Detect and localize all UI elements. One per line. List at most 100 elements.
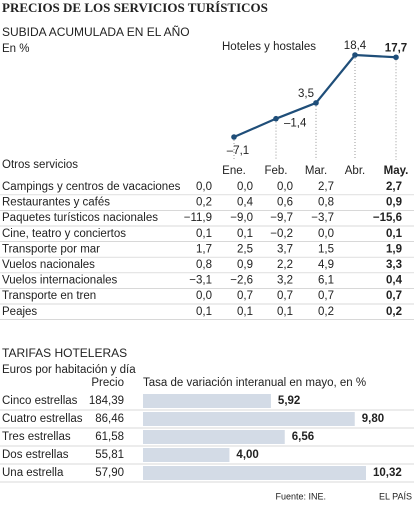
- row-label: Peajes: [2, 306, 37, 318]
- table-cell: 3,3: [386, 259, 402, 271]
- table-cell: 0,0: [196, 181, 212, 193]
- bar: [143, 448, 230, 462]
- price: 61,58: [95, 431, 124, 443]
- table-cell: 0,4: [237, 197, 254, 209]
- credit: EL PAÍS: [379, 491, 412, 501]
- table-cell: −3,7: [311, 212, 334, 224]
- table-cell: 0,1: [277, 306, 293, 318]
- row-label: Transporte en tren: [2, 290, 96, 302]
- table-cell: −9,7: [270, 212, 293, 224]
- row-label: Paquetes turísticos nacionales: [2, 212, 158, 224]
- category-label: Dos estrellas: [2, 449, 69, 461]
- source: Fuente: INE.: [275, 491, 326, 501]
- point: [313, 100, 319, 106]
- category-label: Cuatro estrellas: [2, 413, 83, 425]
- value-label: –1,4: [284, 118, 307, 130]
- table-cell: 2,2: [277, 259, 293, 271]
- table-cell: 0,7: [386, 290, 402, 302]
- row-label: Cine, teatro y conciertos: [2, 228, 126, 240]
- table-cell: 0,6: [277, 197, 293, 209]
- x-tick-label: Abr.: [345, 165, 365, 177]
- table-cell: 0,1: [237, 228, 253, 240]
- bar: [143, 412, 355, 426]
- table-cell: 0,0: [277, 181, 293, 193]
- price: 184,39: [89, 395, 124, 407]
- row-label: Vuelos nacionales: [2, 259, 95, 271]
- price: 55,81: [95, 449, 124, 461]
- table-cell: 0,4: [386, 275, 403, 287]
- table-cell: −15,6: [373, 212, 402, 224]
- x-tick-label: May.: [384, 165, 409, 177]
- legend-label: Hoteles y hostales: [222, 41, 316, 53]
- chart-title: SUBIDA ACUMULADA EN EL AÑO: [2, 25, 190, 39]
- table-cell: 1,7: [196, 243, 212, 255]
- table-cell: −9,0: [230, 212, 253, 224]
- chart-title: TARIFAS HOTELERAS: [2, 346, 127, 360]
- table-cell: −0,2: [270, 228, 293, 240]
- table-cell: 0,2: [386, 306, 402, 318]
- category-label: Cinco estrellas: [2, 395, 78, 407]
- chart-subtitle: Euros por habitación y día: [2, 364, 136, 376]
- price: 57,90: [95, 467, 124, 479]
- table-cell: 2,7: [386, 181, 402, 193]
- table-cell: 0,9: [237, 259, 253, 271]
- table-cell: 0,8: [318, 197, 334, 209]
- row-label: Restaurantes y cafés: [2, 197, 110, 209]
- table-cell: 3,2: [277, 275, 293, 287]
- table-cell: 0,7: [277, 290, 293, 302]
- table-cell: 0,1: [386, 228, 403, 240]
- value-label: 9,80: [362, 413, 384, 425]
- value-label: 10,32: [373, 467, 402, 479]
- table-cell: 0,1: [237, 306, 253, 318]
- point: [231, 134, 237, 140]
- table-cell: 2,5: [237, 243, 253, 255]
- table-cell: 1,9: [386, 243, 402, 255]
- table-cell: 4,9: [318, 259, 334, 271]
- price: 86,46: [95, 413, 124, 425]
- value-label: 17,7: [385, 42, 407, 54]
- table-title: Otros servicios: [2, 159, 78, 171]
- bar: [143, 466, 366, 480]
- table-cell: 0,1: [196, 306, 212, 318]
- point: [273, 115, 279, 122]
- point: [393, 54, 399, 61]
- table-cell: 1,5: [318, 243, 334, 255]
- x-tick-label: Mar.: [305, 165, 327, 177]
- value-label: 18,4: [344, 40, 367, 52]
- table-cell: 6,1: [318, 275, 334, 287]
- column-header: Tasa de variación interanual en mayo, en…: [143, 377, 366, 389]
- row-label: Campings y centros de vacaciones: [2, 181, 181, 193]
- table-cell: 0,1: [196, 228, 212, 240]
- value-label: 5,92: [278, 395, 300, 407]
- value-label: –7,1: [227, 145, 249, 157]
- value-label: 6,56: [292, 431, 314, 443]
- table-cell: −2,6: [230, 275, 253, 287]
- table-cell: 0,7: [318, 290, 334, 302]
- table-cell: 0,7: [237, 290, 253, 302]
- table-cell: 0,2: [196, 197, 212, 209]
- table-cell: 0,0: [318, 228, 334, 240]
- chart-subtitle: En %: [2, 43, 30, 55]
- line: [233, 53, 397, 139]
- x-tick-label: Ene.: [222, 165, 246, 177]
- bar: [143, 394, 271, 408]
- column-header: Precio: [91, 377, 124, 389]
- table-cell: 0,2: [318, 306, 334, 318]
- row-label: Transporte por mar: [2, 243, 100, 255]
- table-cell: −11,9: [184, 212, 212, 224]
- table-cell: −3,1: [189, 275, 212, 287]
- title: PRECIOS DE LOS SERVICIOS TURÍSTICOS: [2, 0, 268, 15]
- table-cell: 0,0: [196, 290, 212, 302]
- category-label: Una estrella: [2, 467, 64, 479]
- bar: [143, 430, 285, 444]
- table-cell: 0,0: [237, 181, 253, 193]
- table-cell: 2,7: [318, 181, 334, 193]
- point: [352, 52, 358, 58]
- x-tick-label: Feb.: [264, 165, 287, 177]
- table-cell: 3,7: [277, 243, 293, 255]
- row-label: Vuelos internacionales: [2, 275, 118, 287]
- category-label: Tres estrellas: [2, 431, 71, 443]
- value-label: 3,5: [298, 88, 314, 100]
